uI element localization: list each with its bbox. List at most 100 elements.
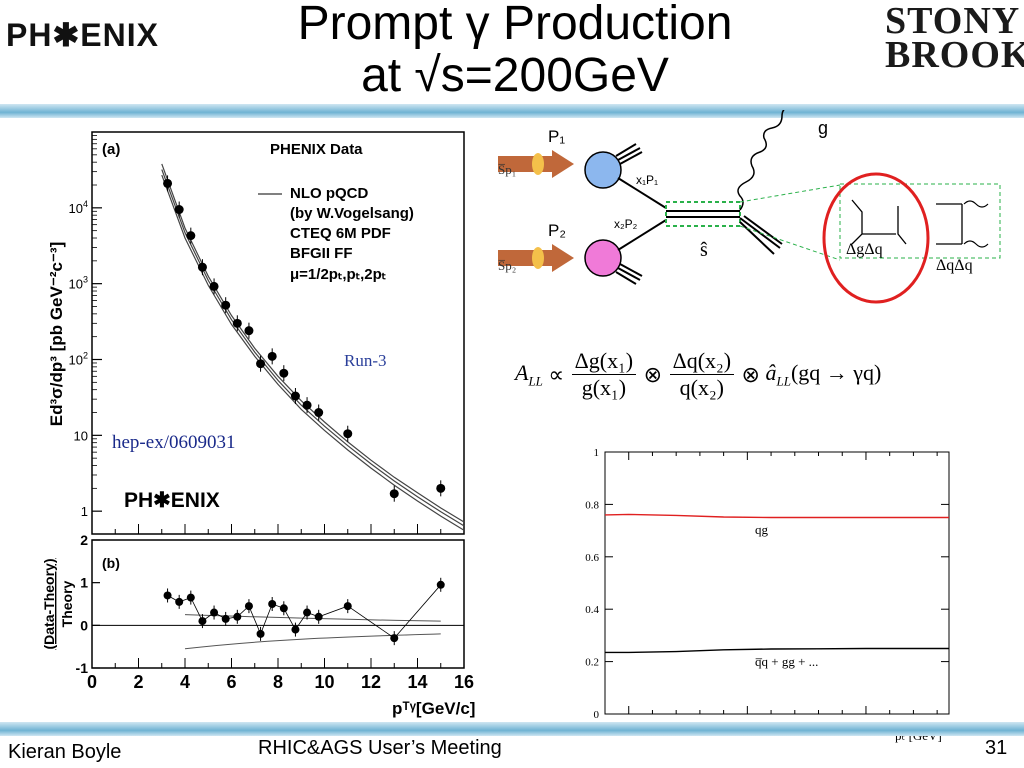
- panel-b-label: (b): [102, 555, 120, 571]
- ratio-point: [268, 600, 277, 608]
- data-point: [163, 178, 173, 188]
- phenix-logo: PH✱ENIX: [6, 17, 159, 53]
- fraction-y-tick-label: 0.4: [585, 604, 599, 616]
- x-label: pᵀᵞ[GeV/c]: [392, 699, 475, 718]
- formula-propto: ∝: [548, 361, 565, 387]
- ratio-point: [163, 591, 172, 600]
- scale-band-lower: [184, 633, 441, 650]
- ratio-point: [175, 597, 184, 606]
- slide-title: Prompt γ Production at √s=200GeV: [205, 0, 825, 102]
- data-point: [314, 408, 324, 418]
- x-tick-label: 10: [314, 672, 334, 692]
- ratio-point: [279, 604, 288, 613]
- x-tick-label: 4: [180, 672, 190, 692]
- data-point: [221, 300, 231, 310]
- panel-a-label: (a): [102, 141, 120, 158]
- data-points-bottom: [163, 577, 445, 646]
- fraction-series-line: [605, 647, 949, 654]
- fraction-svg: 00.20.40.60.81 51015 qg q̅q + gg + ... p…: [585, 447, 950, 743]
- data-point: [290, 391, 300, 401]
- data-point: [267, 351, 277, 361]
- x-axis: 0 2 4 6 8 10 12 14 16: [87, 524, 474, 692]
- fraction-x-axis: 51015: [626, 452, 938, 733]
- legend-item-ff: BFGII FF: [290, 245, 353, 262]
- ratio-point: [198, 617, 207, 626]
- phenix-inset-logo: PH✱ENIX: [124, 489, 220, 512]
- formula-otimes-2: ⊗: [741, 361, 760, 387]
- top-y-tick-label: 1: [81, 504, 88, 519]
- bottom-y-tick-label: -1: [76, 660, 89, 676]
- fraction-series: [604, 513, 949, 654]
- diagram-svg: P₁ S̅p₁ P₂ S̅p₂ x₁P₁ x₂P₂ ŝ g ΔgΔq: [498, 105, 1001, 304]
- top-frame: [91, 131, 465, 535]
- qg-highlight-circle: [822, 172, 930, 304]
- sp1-label: S̅p₁: [498, 162, 516, 177]
- page-number: 31: [985, 737, 1008, 759]
- all-formula: ALL ∝ Δg(x₁) g(x₁) ⊗ Δq(x₂) q(x₂) ⊗ âLL(…: [515, 348, 995, 426]
- ratio-point: [314, 612, 323, 621]
- fraction-y-tick-label: 0: [594, 709, 600, 721]
- title-line-2: at √s=200GeV: [361, 49, 669, 102]
- zoom-box: [839, 183, 1001, 259]
- footer-divider: [0, 722, 1024, 736]
- formula-fraction-2: Δq(x₂) q(x₂): [669, 348, 735, 401]
- data-point: [244, 326, 254, 336]
- formula-ahat: âLL(gq → γq): [765, 359, 882, 389]
- formula-fraction-1: Δg(x₁) g(x₁): [571, 348, 637, 401]
- bottom-y-label-1: (Data-Theory): [41, 558, 57, 649]
- ratio-point: [256, 629, 265, 638]
- bottom-y-tick-label: 2: [80, 532, 88, 548]
- run-label: Run-3: [344, 351, 387, 370]
- data-point: [174, 205, 184, 215]
- p2-label: P₂: [548, 221, 566, 240]
- data-point: [279, 368, 289, 378]
- sp2-label: S̅p₂: [498, 258, 516, 273]
- stony-brook-logo: STONY BROOK: [885, 0, 1024, 76]
- fraction-y-tick-label: 0.6: [585, 552, 599, 564]
- legend-item-pdf: CTEQ 6M PDF: [290, 225, 391, 242]
- legend-item-nlo: NLO pQCD: [290, 185, 368, 202]
- ratio-point: [436, 580, 445, 589]
- data-point: [232, 318, 242, 328]
- bottom-y-tick-label: 0: [80, 617, 88, 633]
- top-y-tick-label: 10: [74, 428, 88, 443]
- x-tick-label: 8: [273, 672, 283, 692]
- fraction-frame: [604, 451, 950, 715]
- top-y-label: Ed³σ/dp³ [pb GeV⁻²c⁻³]: [47, 242, 66, 426]
- jet-lines: [739, 215, 783, 255]
- bottom-y-tick-label: 1: [80, 575, 88, 591]
- x1p1-label: x₁P₁: [636, 173, 658, 187]
- x-tick-label: 16: [454, 672, 474, 692]
- data-point: [436, 483, 446, 493]
- top-y-tick-label: 102: [69, 351, 88, 368]
- phenix-cross-section-figure: 1 10 102 103 104 -1 0 1 2 0 2 4 6 8 10 12 14 16 (a) PHE…: [38, 122, 478, 722]
- photon-line: [737, 105, 791, 211]
- theory-curve: [161, 174, 465, 531]
- legend-title: PHENIX Data: [270, 141, 363, 158]
- fraction-y-tick-label: 0.2: [585, 657, 599, 669]
- series-label-qg: qg: [755, 522, 769, 537]
- p1-label: P₁: [548, 127, 565, 146]
- data-point: [389, 489, 399, 499]
- ratio-point: [343, 602, 352, 611]
- proton-1: [584, 151, 622, 189]
- x-tick-label: 0: [87, 672, 97, 692]
- data-point: [186, 231, 196, 241]
- x2p2-label: x₂P₂: [614, 217, 638, 231]
- x-tick-label: 6: [226, 672, 236, 692]
- partonic-fraction-chart: 00.20.40.60.81 51015 qg q̅q + gg + ... p…: [575, 438, 1024, 748]
- proton-2: [584, 239, 622, 277]
- ratio-point: [390, 634, 399, 643]
- data-points-top: [163, 175, 446, 502]
- dgdq-label: ΔgΔq: [846, 241, 883, 258]
- top-y-axis: 1 10 102 103 104: [69, 135, 102, 519]
- hard-scattering-box: [665, 201, 741, 227]
- dqdq-label: ΔqΔq: [936, 257, 973, 274]
- ratio-point: [244, 602, 253, 611]
- footer-author: Kieran Boyle: [8, 741, 122, 763]
- ratio-point: [221, 614, 230, 623]
- x-tick-label: 2: [133, 672, 143, 692]
- bottom-y-axis: -1 0 1 2: [76, 532, 464, 676]
- feynman-diagram: P₁ S̅p₁ P₂ S̅p₂ x₁P₁ x₂P₂ ŝ g ΔgΔq: [478, 105, 1024, 340]
- gamma-label: g: [818, 118, 828, 138]
